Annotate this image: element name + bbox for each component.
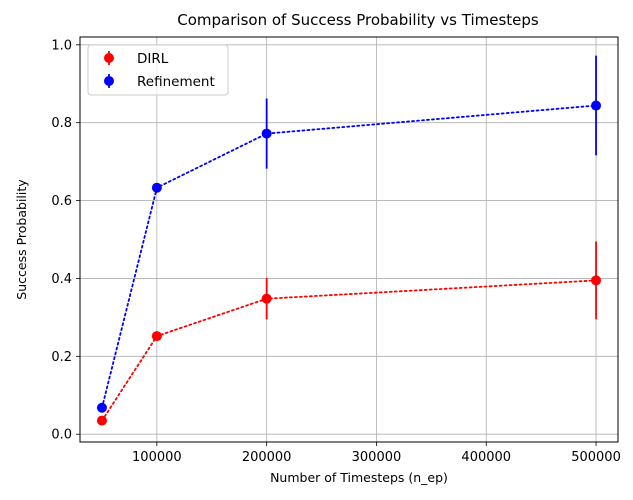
legend-label: Refinement	[137, 74, 215, 90]
y-tick-label: 0.2	[51, 350, 72, 365]
data-point	[591, 275, 602, 286]
series-line	[101, 104, 597, 409]
series-dirl	[96, 241, 602, 426]
x-axis-label: Number of Timesteps (n_ep)	[270, 470, 448, 485]
legend-marker	[104, 53, 114, 63]
series-line	[101, 279, 597, 422]
data-point	[591, 100, 602, 111]
x-tick-label: 500000	[571, 450, 621, 465]
legend-label: DIRL	[137, 51, 169, 67]
y-tick-label: 0.0	[51, 428, 72, 443]
x-tick-label: 200000	[242, 450, 292, 465]
data-point	[151, 331, 162, 342]
legend-frame	[87, 44, 229, 96]
series-layer	[96, 55, 602, 426]
legend-marker	[104, 76, 114, 86]
y-axis-ticks: 0.0 0.2 0.4 0.6 0.8 1.0	[51, 38, 80, 443]
data-point	[96, 402, 107, 413]
x-tick-label: 400000	[461, 450, 511, 465]
plot-frame	[79, 36, 619, 443]
series-refinement	[96, 55, 602, 413]
data-point	[151, 182, 162, 193]
x-axis-ticks: 100000 200000 300000 400000 500000	[132, 442, 621, 465]
x-tick-label: 100000	[132, 450, 182, 465]
x-tick-label: 300000	[352, 450, 402, 465]
chart-title: Comparison of Success Probability vs Tim…	[177, 11, 539, 29]
data-point	[96, 415, 107, 426]
legend: DIRL Refinement	[87, 44, 229, 96]
y-axis-label: Success Probability	[14, 179, 29, 300]
y-tick-label: 0.6	[51, 194, 72, 209]
data-point	[261, 293, 272, 304]
y-tick-label: 1.0	[51, 38, 72, 53]
data-point	[261, 128, 272, 139]
y-tick-label: 0.4	[51, 272, 72, 287]
y-tick-label: 0.8	[51, 116, 72, 131]
grid	[80, 37, 618, 442]
